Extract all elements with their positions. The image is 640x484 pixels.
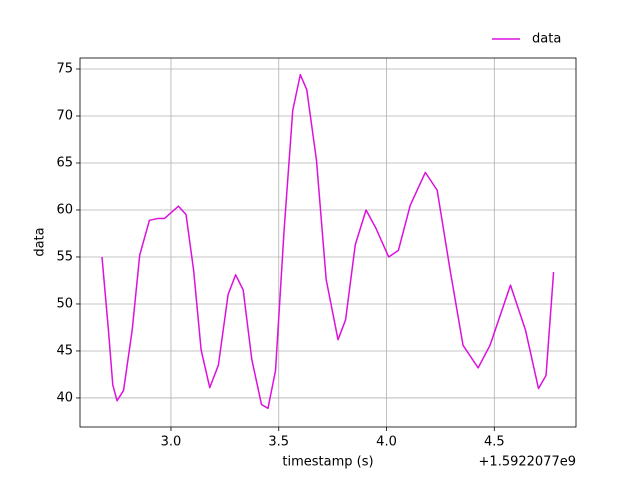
- x-tick-label: 4.5: [484, 435, 505, 450]
- x-axis-label: timestamp (s): [282, 455, 373, 470]
- y-tick-label: 70: [56, 108, 73, 123]
- y-tick-label: 60: [56, 202, 73, 217]
- y-tick-label: 50: [56, 296, 73, 311]
- y-tick-label: 40: [56, 390, 73, 405]
- x-tick-label: 4.0: [376, 435, 397, 450]
- data-line: [101, 73, 555, 410]
- y-tick-label: 55: [56, 249, 73, 264]
- y-axis-label: data: [33, 227, 48, 256]
- plot-frame: [79, 57, 577, 428]
- legend-label: data: [532, 32, 561, 47]
- y-tick-label: 75: [56, 61, 73, 76]
- x-tick-label: 3.5: [268, 435, 289, 450]
- y-tick-label: 65: [56, 155, 73, 170]
- x-tick-label: 3.0: [161, 435, 182, 450]
- y-tick-label: 45: [56, 343, 73, 358]
- x-offset-label: +1.5922077e9: [479, 455, 576, 470]
